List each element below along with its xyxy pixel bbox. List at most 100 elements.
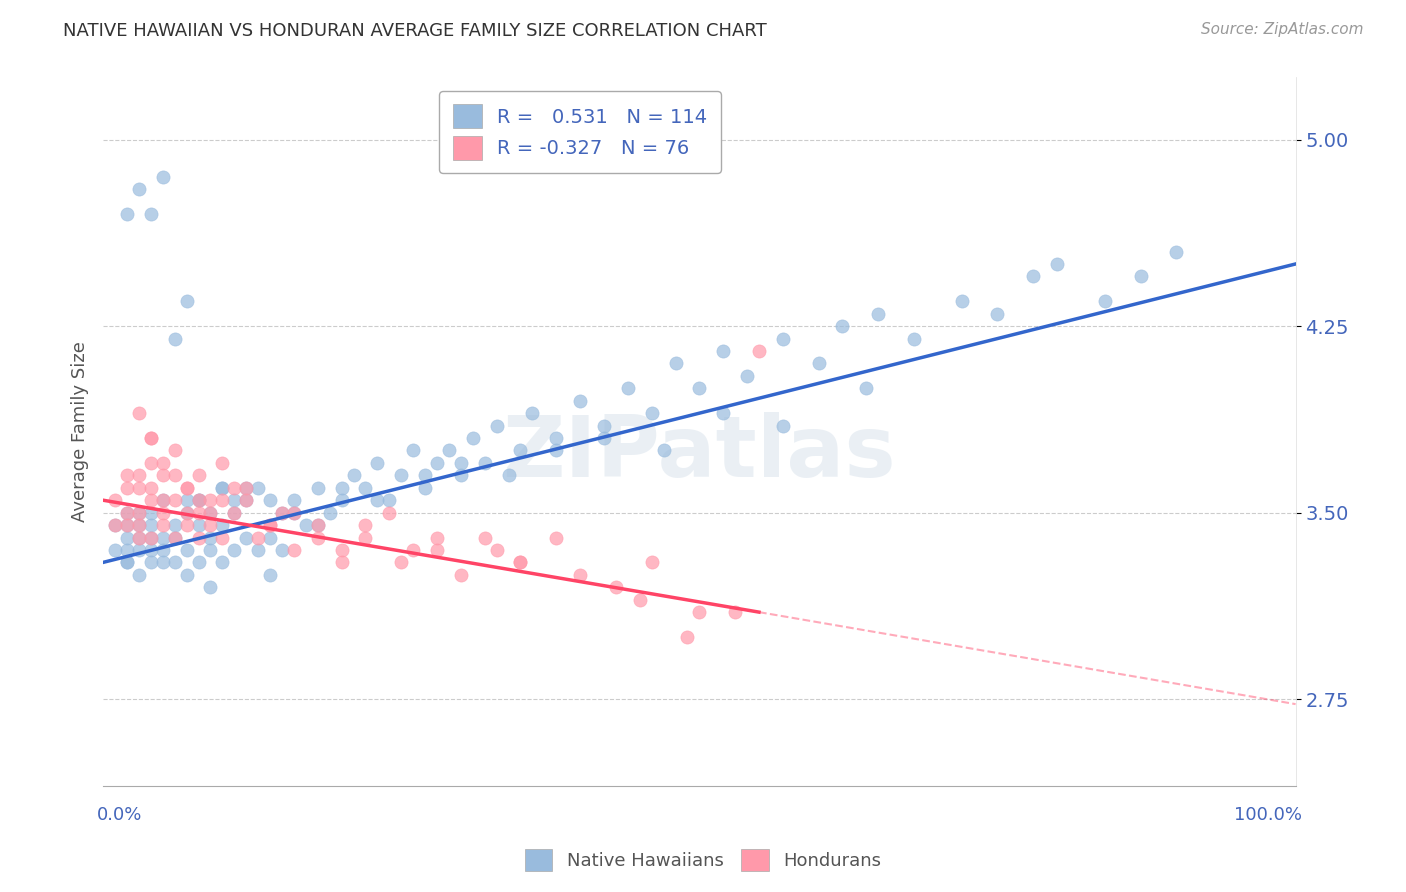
Point <box>903 332 925 346</box>
Point <box>187 518 209 533</box>
Point <box>450 567 472 582</box>
Point <box>474 531 496 545</box>
Point <box>664 356 686 370</box>
Point <box>115 506 138 520</box>
Point <box>152 531 174 545</box>
Point <box>152 518 174 533</box>
Point <box>176 493 198 508</box>
Point <box>402 443 425 458</box>
Point <box>211 481 233 495</box>
Point <box>200 506 222 520</box>
Point <box>593 431 616 445</box>
Point <box>115 555 138 569</box>
Point <box>104 518 127 533</box>
Point <box>235 493 257 508</box>
Point <box>176 506 198 520</box>
Point <box>437 443 460 458</box>
Text: NATIVE HAWAIIAN VS HONDURAN AVERAGE FAMILY SIZE CORRELATION CHART: NATIVE HAWAIIAN VS HONDURAN AVERAGE FAMI… <box>63 22 768 40</box>
Point <box>735 368 758 383</box>
Point <box>688 381 710 395</box>
Text: Source: ZipAtlas.com: Source: ZipAtlas.com <box>1201 22 1364 37</box>
Point <box>569 393 592 408</box>
Point <box>461 431 484 445</box>
Point <box>569 567 592 582</box>
Point <box>128 543 150 558</box>
Point <box>163 531 186 545</box>
Point <box>139 493 162 508</box>
Point <box>330 555 353 569</box>
Point <box>163 493 186 508</box>
Point <box>546 443 568 458</box>
Point <box>176 567 198 582</box>
Legend: R =   0.531   N = 114, R = -0.327   N = 76: R = 0.531 N = 114, R = -0.327 N = 76 <box>439 91 721 173</box>
Point <box>128 182 150 196</box>
Point <box>115 481 138 495</box>
Point <box>152 555 174 569</box>
Point <box>522 406 544 420</box>
Point <box>235 493 257 508</box>
Point <box>450 468 472 483</box>
Point <box>855 381 877 395</box>
Point <box>176 543 198 558</box>
Point <box>200 493 222 508</box>
Point <box>128 506 150 520</box>
Point <box>378 506 401 520</box>
Point <box>772 418 794 433</box>
Point <box>128 567 150 582</box>
Point <box>187 493 209 508</box>
Point <box>115 543 138 558</box>
Point <box>115 468 138 483</box>
Point <box>176 294 198 309</box>
Point <box>247 543 270 558</box>
Point <box>128 518 150 533</box>
Point <box>139 456 162 470</box>
Point <box>330 493 353 508</box>
Point <box>259 531 281 545</box>
Point <box>283 493 305 508</box>
Point <box>163 468 186 483</box>
Point <box>450 456 472 470</box>
Point <box>152 493 174 508</box>
Point <box>163 518 186 533</box>
Point <box>628 592 651 607</box>
Point <box>283 506 305 520</box>
Point <box>224 506 246 520</box>
Point <box>152 468 174 483</box>
Point <box>259 518 281 533</box>
Point <box>259 518 281 533</box>
Point <box>139 431 162 445</box>
Point <box>1094 294 1116 309</box>
Point <box>330 481 353 495</box>
Point <box>211 493 233 508</box>
Point <box>318 506 340 520</box>
Point <box>152 456 174 470</box>
Point <box>474 456 496 470</box>
Point <box>139 481 162 495</box>
Point <box>283 543 305 558</box>
Point <box>868 307 890 321</box>
Point <box>187 531 209 545</box>
Point <box>128 468 150 483</box>
Point <box>139 543 162 558</box>
Point <box>509 555 531 569</box>
Point <box>224 481 246 495</box>
Point <box>176 481 198 495</box>
Point <box>247 481 270 495</box>
Point <box>711 406 734 420</box>
Point <box>211 481 233 495</box>
Point <box>163 332 186 346</box>
Point <box>139 518 162 533</box>
Point <box>200 580 222 594</box>
Point <box>271 543 294 558</box>
Point <box>354 518 377 533</box>
Point <box>485 418 508 433</box>
Point <box>259 493 281 508</box>
Point <box>211 555 233 569</box>
Point <box>235 531 257 545</box>
Point <box>200 543 222 558</box>
Point <box>831 319 853 334</box>
Text: 100.0%: 100.0% <box>1233 806 1302 824</box>
Point <box>688 605 710 619</box>
Point <box>546 431 568 445</box>
Point <box>1046 257 1069 271</box>
